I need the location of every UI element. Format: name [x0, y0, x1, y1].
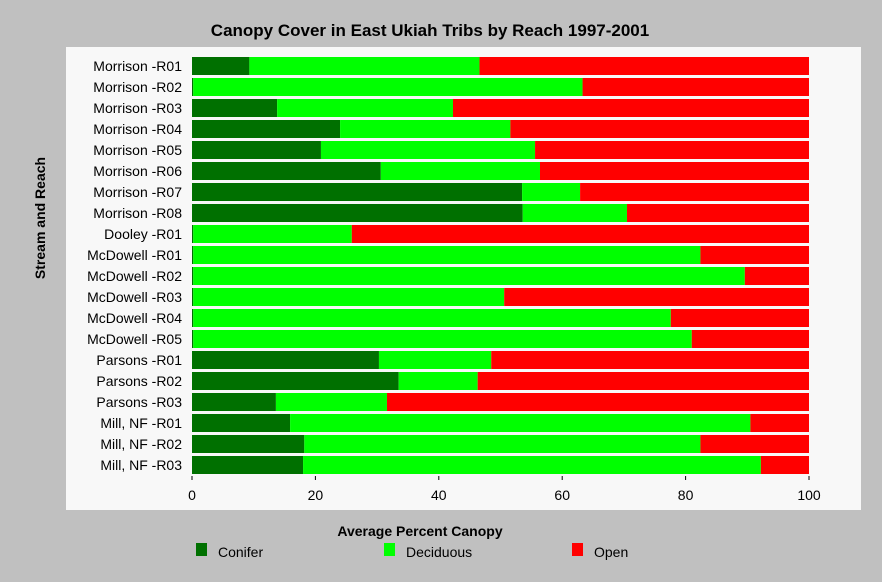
- bar-deciduous-14: [378, 351, 492, 369]
- bar-deciduous-2: [277, 99, 453, 117]
- bar-deciduous-10: [193, 267, 745, 285]
- y-tick-label: Morrison -R02: [93, 79, 182, 95]
- y-tick-label: Morrison -R04: [93, 121, 182, 137]
- bar-deciduous-18: [304, 435, 701, 453]
- x-tick-label: 40: [431, 487, 447, 503]
- bar-conifer-19: [192, 456, 304, 474]
- bar-open-7: [626, 204, 809, 222]
- legend-label-conifer: Conifer: [218, 544, 263, 560]
- x-tick-label: 0: [188, 487, 196, 503]
- bar-deciduous-16: [275, 393, 387, 411]
- y-tick-label: McDowell -R03: [87, 289, 182, 305]
- bar-conifer-17: [192, 414, 291, 432]
- y-axis-title: Stream and Reach: [32, 157, 48, 279]
- bar-conifer-9: [192, 246, 194, 264]
- legend-swatch-conifer: [196, 543, 207, 556]
- bar-conifer-12: [192, 309, 194, 327]
- bar-open-15: [477, 372, 809, 390]
- bar-open-16: [386, 393, 809, 411]
- bar-deciduous-3: [340, 120, 511, 138]
- bar-open-8: [351, 225, 809, 243]
- y-tick-label: Morrison -R07: [93, 184, 182, 200]
- bar-deciduous-12: [193, 309, 671, 327]
- y-tick-label: Mill, NF -R01: [100, 415, 182, 431]
- bar-open-5: [539, 162, 809, 180]
- bar-deciduous-5: [380, 162, 540, 180]
- y-tick-label: Mill, NF -R03: [100, 457, 182, 473]
- bar-conifer-10: [192, 267, 194, 285]
- bar-deciduous-8: [193, 225, 352, 243]
- y-tick-label: McDowell -R02: [87, 268, 182, 284]
- y-tick-label: Morrison -R01: [93, 58, 182, 74]
- bar-conifer-0: [192, 57, 250, 75]
- y-tick-label: McDowell -R04: [87, 310, 182, 326]
- bar-deciduous-7: [522, 204, 627, 222]
- bar-open-12: [670, 309, 809, 327]
- bar-open-17: [750, 414, 809, 432]
- bar-conifer-14: [192, 351, 379, 369]
- bar-deciduous-9: [193, 246, 701, 264]
- bar-conifer-6: [192, 183, 523, 201]
- bar-open-1: [582, 78, 809, 96]
- bar-conifer-2: [192, 99, 278, 117]
- y-tick-label: Morrison -R03: [93, 100, 182, 116]
- x-tick-label: 100: [797, 487, 821, 503]
- x-tick-label: 80: [678, 487, 694, 503]
- bar-deciduous-0: [249, 57, 480, 75]
- bar-open-4: [535, 141, 809, 159]
- legend-swatch-open: [572, 543, 583, 556]
- legend-label-deciduous: Deciduous: [406, 544, 472, 560]
- bar-deciduous-13: [193, 330, 692, 348]
- y-tick-label: Mill, NF -R02: [100, 436, 182, 452]
- bar-deciduous-6: [522, 183, 581, 201]
- bar-conifer-8: [192, 225, 194, 243]
- legend-swatch-deciduous: [384, 543, 395, 556]
- bar-conifer-15: [192, 372, 399, 390]
- bar-conifer-4: [192, 141, 321, 159]
- bar-conifer-7: [192, 204, 523, 222]
- x-axis-title: Average Percent Canopy: [337, 523, 502, 539]
- bar-deciduous-11: [193, 288, 505, 306]
- bar-conifer-1: [192, 78, 194, 96]
- chart-title: Canopy Cover in East Ukiah Tribs by Reac…: [211, 21, 649, 40]
- bar-open-9: [700, 246, 809, 264]
- y-tick-label: Parsons -R02: [96, 373, 182, 389]
- bar-open-2: [452, 99, 809, 117]
- bar-open-19: [760, 456, 809, 474]
- x-tick-label: 20: [308, 487, 324, 503]
- bar-open-10: [744, 267, 809, 285]
- bar-open-13: [691, 330, 809, 348]
- y-tick-label: Parsons -R03: [96, 394, 182, 410]
- y-tick-label: Parsons -R01: [96, 352, 182, 368]
- bar-open-18: [700, 435, 809, 453]
- y-tick-label: Morrison -R08: [93, 205, 182, 221]
- y-tick-label: McDowell -R05: [87, 331, 182, 347]
- bar-conifer-11: [192, 288, 194, 306]
- bar-conifer-18: [192, 435, 305, 453]
- bar-open-11: [504, 288, 809, 306]
- bar-conifer-5: [192, 162, 381, 180]
- y-tick-label: Dooley -R01: [104, 226, 182, 242]
- bar-conifer-3: [192, 120, 341, 138]
- y-tick-label: Morrison -R05: [93, 142, 182, 158]
- y-tick-label: Morrison -R06: [93, 163, 182, 179]
- bar-open-14: [491, 351, 809, 369]
- bar-open-3: [510, 120, 809, 138]
- bar-open-6: [580, 183, 809, 201]
- legend-label-open: Open: [594, 544, 628, 560]
- bar-deciduous-1: [193, 78, 583, 96]
- x-tick-label: 60: [554, 487, 570, 503]
- bar-open-0: [479, 57, 809, 75]
- bar-deciduous-17: [290, 414, 751, 432]
- bar-conifer-16: [192, 393, 276, 411]
- bar-conifer-13: [192, 330, 194, 348]
- bar-deciduous-4: [320, 141, 536, 159]
- bar-deciduous-15: [398, 372, 478, 390]
- y-tick-label: McDowell -R01: [87, 247, 182, 263]
- bar-deciduous-19: [303, 456, 761, 474]
